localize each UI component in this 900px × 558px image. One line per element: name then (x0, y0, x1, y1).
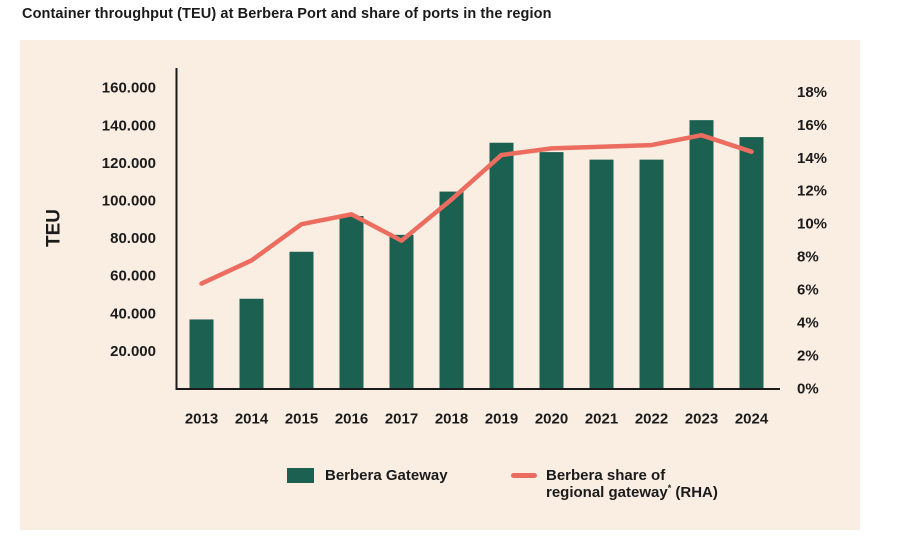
x-axis-tick-label: 2016 (335, 411, 368, 428)
share-line (199, 132, 754, 286)
y-axis-tick-label: 20.000 (110, 343, 156, 360)
combo-chart: 20.000 40.000 60.000 80.000 100.000 120.000 14… (44, 68, 827, 428)
right-axis-tick-label: 16% (797, 117, 827, 134)
y-axis-tick-label: 60.000 (110, 268, 156, 285)
bar-2022 (639, 159, 664, 389)
chart-title: Container throughput (TEU) at Berbera Po… (22, 6, 552, 22)
x-axis-tick-label: 2020 (535, 411, 568, 428)
right-axis-tick-label: 6% (797, 282, 819, 299)
y-axis-tick-label: 80.000 (110, 230, 156, 247)
bar-2020 (539, 152, 564, 389)
left-axis-title: TEU (44, 209, 65, 247)
right-axis-tick-label: 18% (797, 84, 827, 101)
x-axis-tick-label: 2023 (685, 411, 718, 428)
x-axis-tick-label: 2017 (385, 411, 418, 428)
x-axis-tick-label: 2014 (235, 411, 269, 428)
bar-2013 (189, 319, 214, 389)
chart-panel: 20.000 40.000 60.000 80.000 100.000 120.000 14… (20, 40, 860, 530)
right-axis-tick-label: 14% (797, 150, 827, 167)
x-axis-tick-label: 2019 (485, 411, 518, 428)
y-axis-tick-label: 120.000 (102, 155, 156, 172)
bar-2017 (389, 234, 414, 389)
right-axis-tick-label: 0% (797, 381, 819, 398)
bar-2021 (589, 159, 614, 389)
x-axis-tick-label: 2013 (185, 411, 218, 428)
y-axis-tick-label: 100.000 (102, 193, 156, 210)
bar-2024 (739, 137, 764, 389)
x-axis-tick-label: 2021 (585, 411, 618, 428)
right-axis-tick-label: 2% (797, 348, 819, 365)
bar-2019 (489, 142, 514, 389)
x-axis-tick-label: 2022 (635, 411, 668, 428)
x-axis-tick-label: 2015 (285, 411, 318, 428)
bar-2023 (689, 120, 714, 389)
right-axis-tick-label: 10% (797, 216, 827, 233)
y-axis-tick-label: 140.000 (102, 117, 156, 134)
bar-2014 (239, 298, 264, 389)
right-axis-tick-label: 8% (797, 249, 819, 266)
y-axis-tick-label: 40.000 (110, 305, 156, 322)
x-axis-tick-label: 2024 (735, 411, 769, 428)
right-axis-tick-label: 4% (797, 315, 819, 332)
bar-2018 (439, 191, 464, 389)
x-axis-tick-label: 2018 (435, 411, 468, 428)
bar-2015 (289, 251, 314, 389)
y-axis-tick-label: 160.000 (102, 80, 156, 97)
bar-2016 (339, 216, 364, 389)
right-axis-tick-label: 12% (797, 183, 827, 200)
